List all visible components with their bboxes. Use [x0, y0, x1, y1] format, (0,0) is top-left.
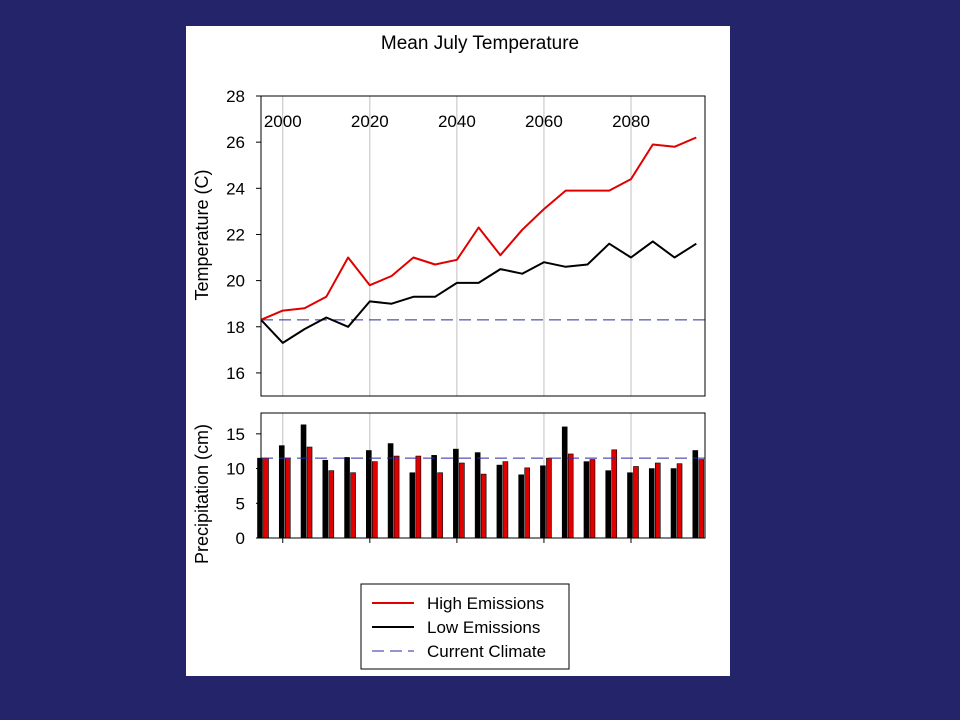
x-tick-label: 2040 — [438, 112, 476, 131]
y-tick-label: 15 — [226, 425, 245, 444]
high-emissions-bar — [306, 446, 313, 539]
high-emissions-bar — [480, 473, 487, 539]
temperature-plot: 2000 2020 2040 2060 2080 16 18 20 22 24 26 28 — [226, 87, 706, 397]
legend-label: High Emissions — [427, 594, 544, 613]
high-emissions-bar — [328, 470, 335, 539]
chart-figure: Mean July Temperature Temperature (C) Pr… — [192, 33, 706, 670]
high-emissions-bar — [524, 467, 530, 539]
high-emissions-bar — [611, 449, 618, 539]
high-emissions-bar — [284, 457, 291, 539]
y-tick-label: 26 — [226, 133, 245, 152]
y-tick-label: 0 — [236, 529, 245, 548]
chart-panel: Mean July Temperature Temperature (C) Pr… — [186, 26, 730, 676]
low-emissions-bar — [648, 468, 655, 539]
legend-label: Low Emissions — [427, 618, 540, 637]
low-emissions-bar — [692, 450, 699, 539]
high-emissions-bar — [546, 457, 552, 539]
high-emissions-bar — [372, 461, 378, 539]
y-tick-label: 20 — [226, 272, 245, 291]
high-emissions-bar — [263, 457, 269, 539]
y-tick-label: 16 — [226, 364, 245, 383]
low-emissions-bar — [605, 470, 612, 539]
precipitation-plot-frame — [260, 412, 706, 539]
chart-title: Mean July Temperature — [381, 33, 579, 54]
low-emissions-bar — [409, 472, 416, 539]
x-tick-label: 2020 — [351, 112, 389, 131]
low-emissions-bar — [366, 450, 372, 539]
high-emissions-bar — [350, 472, 356, 539]
low-emissions-bar — [496, 464, 503, 539]
low-emissions-bar — [583, 461, 590, 539]
low-emissions-line — [260, 240, 697, 344]
low-emissions-bar — [257, 457, 263, 539]
legend-label: Current Climate — [427, 642, 546, 661]
low-emissions-bar — [278, 445, 285, 539]
high-emissions-bar — [415, 455, 422, 539]
high-emissions-bar — [676, 463, 683, 539]
low-emissions-bar — [300, 424, 307, 539]
low-emissions-bar — [540, 465, 546, 539]
y-tick-label: 28 — [226, 87, 245, 106]
low-emissions-bar — [627, 472, 633, 539]
x-tick-label: 2000 — [264, 112, 302, 131]
high-emissions-bar — [459, 462, 465, 539]
y-tick-label: 24 — [226, 179, 245, 198]
high-emissions-bar — [654, 462, 661, 539]
high-emissions-bar — [698, 459, 705, 539]
y-tick-label: 22 — [226, 225, 245, 244]
low-emissions-bar — [344, 457, 350, 539]
high-emissions-bar — [589, 459, 596, 539]
low-emissions-bar — [561, 426, 568, 539]
low-emissions-bar — [670, 468, 677, 539]
low-emissions-bar — [518, 474, 524, 539]
low-emissions-bar — [431, 455, 437, 539]
low-emissions-bar — [453, 448, 459, 539]
temperature-axis-label: Temperature (C) — [192, 169, 212, 300]
x-tick-label: 2080 — [612, 112, 650, 131]
low-emissions-bar — [322, 459, 329, 539]
high-emissions-bar — [393, 455, 400, 539]
y-tick-label: 10 — [226, 460, 245, 479]
x-tick-label: 2060 — [525, 112, 563, 131]
precipitation-axis-label: Precipitation (cm) — [192, 424, 212, 564]
y-tick-label: 18 — [226, 318, 245, 337]
high-emissions-bar — [633, 466, 639, 539]
high-emissions-line — [260, 136, 697, 321]
y-tick-label: 5 — [236, 494, 245, 513]
high-emissions-bar — [437, 472, 443, 539]
high-emissions-bar — [567, 453, 574, 539]
temperature-plot-frame — [260, 95, 706, 397]
high-emissions-bar — [502, 461, 509, 539]
precipitation-plot: 0 5 10 15 — [226, 412, 706, 548]
legend: High Emissions Low Emissions Current Clima… — [360, 583, 570, 670]
low-emissions-bar — [474, 452, 481, 539]
